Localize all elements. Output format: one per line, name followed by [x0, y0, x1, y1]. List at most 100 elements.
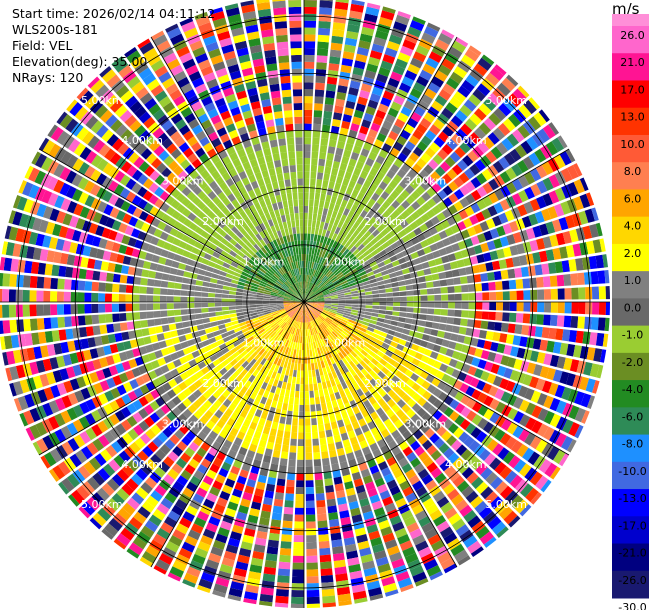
- gate: [304, 13, 317, 21]
- gate: [177, 413, 188, 424]
- gate: [347, 353, 355, 361]
- gate: [278, 309, 286, 314]
- gate: [143, 165, 155, 177]
- gate: [304, 68, 315, 76]
- gate: [228, 298, 236, 302]
- gate: [238, 336, 247, 344]
- gate: [290, 303, 298, 306]
- gate: [360, 148, 370, 158]
- gate: [383, 319, 392, 325]
- gate: [165, 183, 176, 195]
- gate: [115, 84, 130, 98]
- gate: [337, 291, 345, 295]
- gate: [368, 396, 377, 405]
- gate: [324, 297, 332, 300]
- gate: [316, 256, 321, 264]
- gate: [229, 287, 237, 292]
- gate: [563, 315, 572, 328]
- gate: [426, 416, 437, 427]
- gate: [118, 372, 129, 383]
- gate: [144, 252, 154, 262]
- gate: [345, 302, 353, 305]
- gate: [441, 255, 450, 264]
- gate: [157, 357, 167, 367]
- gate: [271, 264, 278, 272]
- gate: [585, 286, 593, 300]
- gate: [222, 398, 232, 408]
- gate: [28, 231, 39, 245]
- gate: [284, 316, 291, 323]
- gate: [323, 173, 330, 181]
- gate: [292, 555, 304, 563]
- gate: [84, 194, 96, 208]
- gate: [329, 174, 337, 183]
- gate: [443, 563, 457, 574]
- gate: [196, 510, 210, 522]
- gate: [362, 238, 370, 247]
- gate: [309, 314, 313, 322]
- gate: [293, 528, 304, 536]
- gate: [361, 504, 372, 514]
- gate: [160, 364, 170, 374]
- gate: [202, 195, 212, 205]
- gate: [386, 195, 395, 205]
- gate: [461, 310, 469, 318]
- gate: [291, 312, 296, 319]
- gate: [304, 6, 317, 14]
- gate: [361, 408, 370, 418]
- gate: [392, 468, 404, 479]
- gate: [208, 243, 218, 251]
- gate: [30, 261, 40, 275]
- gate: [290, 302, 298, 304]
- gate: [316, 307, 323, 312]
- gate: [351, 293, 359, 297]
- gate: [241, 339, 249, 347]
- gate: [304, 370, 308, 378]
- gate: [322, 289, 329, 294]
- gate: [308, 321, 312, 329]
- gate: [94, 104, 109, 119]
- ray-38: [304, 302, 584, 439]
- gate: [408, 330, 417, 338]
- gate: [295, 383, 300, 392]
- gate: [63, 457, 77, 472]
- gate: [56, 304, 65, 315]
- gate: [423, 164, 434, 175]
- gate: [283, 513, 293, 522]
- gate: [348, 218, 356, 227]
- gate: [454, 414, 466, 426]
- gate: [411, 163, 423, 174]
- gate: [496, 343, 506, 354]
- gate: [380, 270, 389, 276]
- gate: [363, 141, 373, 151]
- gate: [200, 230, 209, 239]
- gate: [448, 193, 459, 204]
- gate: [183, 147, 194, 158]
- gate: [314, 465, 322, 474]
- gate: [270, 291, 278, 295]
- gate: [71, 173, 83, 187]
- gate: [48, 236, 59, 250]
- gate: [201, 292, 209, 297]
- gate: [252, 494, 263, 504]
- gate: [263, 566, 277, 576]
- gate: [405, 240, 414, 249]
- gate: [451, 518, 466, 531]
- gate: [166, 303, 174, 310]
- gate: [472, 328, 481, 338]
- gate: [406, 522, 420, 534]
- gate: [126, 415, 138, 428]
- gate: [148, 194, 159, 205]
- gate: [486, 439, 499, 452]
- gate: [32, 441, 43, 455]
- gate: [368, 274, 376, 281]
- gate: [387, 389, 397, 399]
- gate: [136, 259, 145, 268]
- gate: [50, 291, 58, 302]
- gate: [376, 280, 385, 286]
- gate: [218, 355, 227, 363]
- gate: [328, 263, 334, 270]
- gate: [91, 236, 102, 247]
- gate: [304, 240, 307, 248]
- gate: [465, 266, 474, 275]
